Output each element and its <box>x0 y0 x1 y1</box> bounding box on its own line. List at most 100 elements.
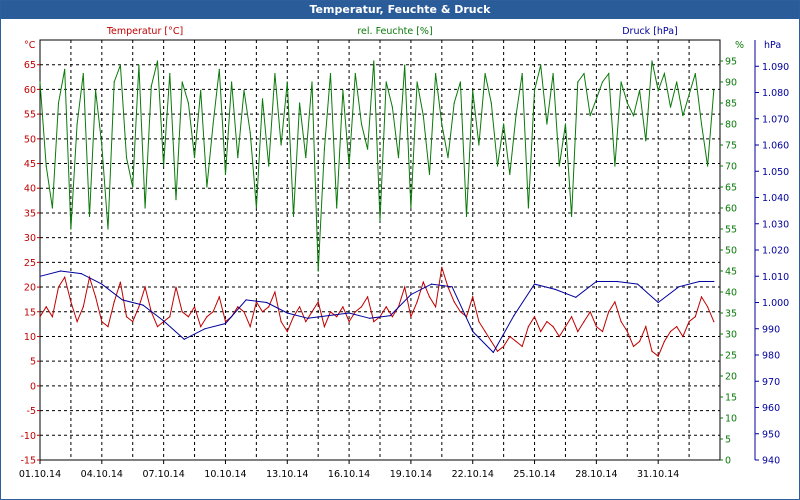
data-point <box>688 94 690 96</box>
data-point <box>169 316 171 318</box>
data-point <box>583 321 585 323</box>
data-point <box>657 301 659 304</box>
data-point <box>620 321 622 323</box>
data-point <box>138 64 140 66</box>
data-point <box>373 60 375 62</box>
data-point <box>492 351 494 353</box>
data-point <box>121 299 123 301</box>
series-line-temperature <box>39 267 715 358</box>
pressure-tick-label: 990 <box>762 324 780 335</box>
data-point <box>614 165 616 167</box>
data-point <box>187 316 189 318</box>
data-point <box>435 306 437 308</box>
data-point <box>430 283 433 285</box>
data-point <box>163 320 165 322</box>
x-tick-label: 10.10.14 <box>204 469 246 480</box>
data-point <box>329 73 332 75</box>
data-point <box>678 286 680 288</box>
data-point <box>533 89 536 91</box>
temp-tick-label: 20 <box>24 283 36 294</box>
data-point <box>601 81 604 83</box>
humidity-tick-label: 20 <box>725 372 737 383</box>
data-point <box>645 140 647 142</box>
humidity-tick-label: 50 <box>725 246 737 257</box>
data-point <box>540 330 542 333</box>
data-point <box>243 311 245 313</box>
data-point <box>410 316 412 318</box>
data-point <box>410 294 412 296</box>
data-point <box>478 144 480 146</box>
data-point <box>125 316 128 318</box>
data-point <box>101 321 103 323</box>
data-point <box>397 157 400 159</box>
data-point <box>237 157 239 159</box>
data-point <box>546 123 548 125</box>
x-tick-label: 22.10.14 <box>452 469 494 480</box>
data-point <box>410 207 412 209</box>
data-point <box>595 280 598 283</box>
humidity-tick-label: 15 <box>725 393 737 404</box>
series-line-humidity <box>39 60 715 272</box>
data-point <box>268 306 270 308</box>
humidity-tick-label: 25 <box>725 351 737 362</box>
data-point <box>707 165 709 167</box>
data-point <box>389 315 391 317</box>
humidity-tick-label: 55 <box>725 225 737 236</box>
temp-tick-label: 50 <box>24 134 36 145</box>
data-point <box>496 165 499 167</box>
humidity-tick-label: 60 <box>725 204 737 215</box>
data-point <box>181 311 183 313</box>
data-point <box>515 115 517 117</box>
data-point <box>651 350 653 352</box>
data-point <box>367 148 369 150</box>
data-point <box>620 81 622 83</box>
temp-tick-label: -10 <box>20 431 36 442</box>
gridlines <box>40 39 720 461</box>
data-point <box>694 73 696 75</box>
temp-unit-label: °C <box>24 40 36 51</box>
data-point <box>564 326 567 328</box>
data-point <box>354 73 356 75</box>
humidity-tick-label: 70 <box>725 162 737 173</box>
humidity-tick-label: 65 <box>725 183 737 194</box>
data-point <box>156 326 159 328</box>
data-point <box>503 123 505 125</box>
data-point <box>231 81 233 83</box>
data-point <box>249 326 251 328</box>
data-point <box>45 165 47 167</box>
data-point <box>657 89 659 91</box>
data-point <box>311 81 313 83</box>
data-point <box>80 273 82 275</box>
data-point <box>385 306 387 308</box>
data-point <box>416 301 418 303</box>
data-point <box>533 283 536 285</box>
data-point <box>76 123 78 125</box>
data-point <box>669 330 672 333</box>
data-point <box>632 115 635 117</box>
x-tick-label: 19.10.14 <box>390 469 432 480</box>
humidity-tick-label: 95 <box>725 57 737 68</box>
data-point <box>682 115 684 117</box>
data-point <box>107 326 109 328</box>
data-point <box>546 321 548 323</box>
data-point <box>348 312 350 314</box>
data-point <box>577 81 579 83</box>
humidity-unit-label: % <box>735 40 744 51</box>
data-point <box>119 281 121 283</box>
data-point <box>307 317 309 319</box>
data-point <box>513 315 515 317</box>
data-point <box>200 89 202 91</box>
data-point <box>206 316 208 318</box>
pressure-tick-label: 1.010 <box>762 272 789 283</box>
data-point <box>237 306 239 308</box>
temp-tick-label: 0 <box>30 381 36 392</box>
pressure-tick-label: 1.020 <box>762 246 789 257</box>
data-point <box>575 296 577 298</box>
data-point <box>317 301 319 303</box>
humidity-tick-label: 85 <box>725 99 737 110</box>
data-point <box>428 296 431 298</box>
data-point <box>305 321 307 323</box>
humidity-tick-label: 90 <box>725 78 737 89</box>
pressure-tick-label: 940 <box>762 456 780 467</box>
data-point <box>515 340 517 342</box>
